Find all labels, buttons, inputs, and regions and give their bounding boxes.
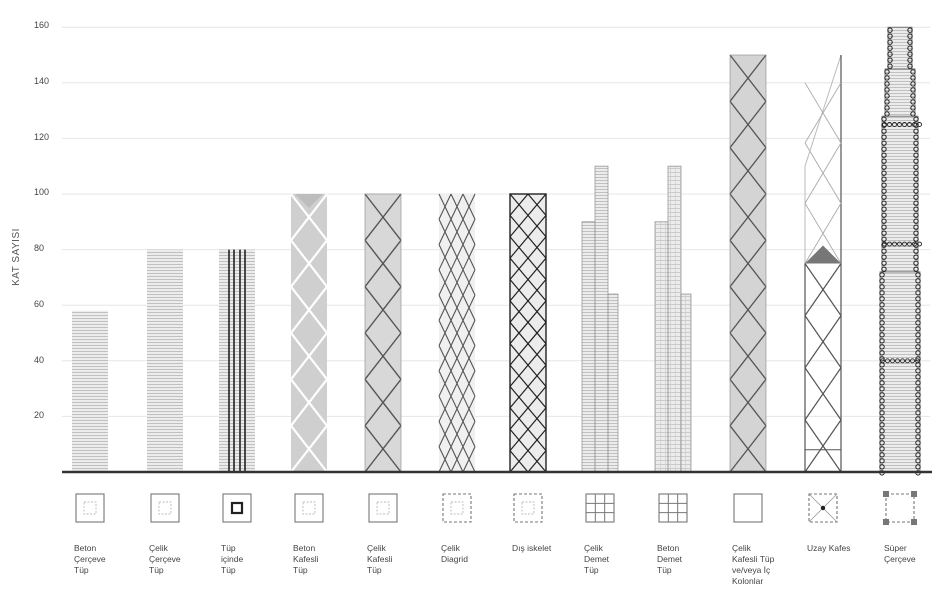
caption-line: Çelik — [367, 543, 386, 553]
caption-line: Çerçeve — [74, 554, 106, 564]
caption-beton-kafesli-tup: Beton Kafesli Tüp — [293, 543, 357, 576]
tower-celik-kafesli-tup-ic-kolonlar — [729, 54, 767, 473]
caption-tup-icinde-tup: Tüp içinde Tüp — [221, 543, 285, 576]
y-tick-40: 40 — [34, 355, 45, 365]
y-tick-140: 140 — [34, 76, 50, 86]
caption-beton-cerceve-tup: Beton Çerçeve Tüp — [74, 543, 138, 576]
caption-line: Çerçeve — [884, 554, 916, 564]
caption-line: Diagrid — [441, 554, 468, 564]
caption-line: Dış iskelet — [512, 543, 552, 553]
y-tick-100: 100 — [34, 187, 50, 197]
plan-uzay-kafes — [808, 493, 838, 523]
tower-tup-icinde-tup — [219, 249, 255, 472]
y-tick-120: 120 — [34, 132, 50, 142]
caption-line: Uzay Kafes — [807, 543, 851, 553]
caption-line: Tüp — [221, 543, 236, 553]
caption-line: Tüp — [149, 565, 164, 575]
plan-beton-cerceve-tup — [75, 493, 105, 523]
plan-super-cerceve — [883, 491, 917, 525]
tower-celik-demet-tup — [581, 165, 619, 473]
caption-line: Çelik — [732, 543, 751, 553]
caption-line: Kafesli — [367, 554, 393, 564]
caption-line: içinde — [221, 554, 244, 564]
caption-celik-kafesli-tup: Çelik Kafesli Tüp — [367, 543, 431, 576]
caption-super-cerceve: Süper Çerçeve — [884, 543, 937, 565]
plan-celik-diagrid — [442, 493, 472, 523]
caption-line: Beton — [657, 543, 680, 553]
tower-dis-iskelet — [509, 193, 547, 473]
caption-line: Tüp — [367, 565, 382, 575]
y-tick-60: 60 — [34, 299, 45, 309]
caption-line: Çerçeve — [149, 554, 181, 564]
y-tick-80: 80 — [34, 243, 45, 253]
tower-beton-kafesli-tup — [290, 193, 328, 473]
y-tick-160: 160 — [34, 20, 50, 30]
caption-line: Beton — [293, 543, 316, 553]
caption-line: Tüp — [221, 565, 236, 575]
plan-beton-kafesli-tup — [294, 493, 324, 523]
caption-line: Demet — [657, 554, 683, 564]
caption-beton-demet-tup: Beton Demet Tüp — [657, 543, 721, 576]
caption-celik-kafesli-tup-ic-kolonlar: Çelik Kafesli Tüp ve/veya İç Kolonlar — [732, 543, 796, 587]
caption-line: Kafesli — [293, 554, 319, 564]
plan-celik-kafesli-tup — [368, 493, 398, 523]
caption-line: Süper — [884, 543, 907, 553]
caption-line: Kolonlar — [732, 576, 764, 586]
caption-line: Demet — [584, 554, 610, 564]
tower-uzay-kafes — [804, 54, 842, 473]
caption-dis-iskelet: Dış iskelet — [512, 543, 576, 554]
caption-line: Tüp — [657, 565, 672, 575]
caption-line: Çelik — [441, 543, 460, 553]
tower-beton-cerceve-tup — [72, 310, 108, 472]
tower-celik-diagrid — [438, 193, 476, 473]
caption-line: Tüp — [293, 565, 308, 575]
plan-celik-kafesli-tup-ic-kolonlar — [733, 493, 763, 523]
plan-celik-cerceve-tup — [150, 493, 180, 523]
plan-dis-iskelet — [513, 493, 543, 523]
tower-super-cerceve — [879, 26, 922, 476]
plan-tup-icinde-tup — [222, 493, 252, 523]
caption-celik-diagrid: Çelik Diagrid — [441, 543, 505, 565]
tower-beton-demet-tup — [654, 165, 692, 473]
tower-celik-cerceve-tup — [147, 249, 183, 472]
caption-line: Beton — [74, 543, 97, 553]
y-tick-20: 20 — [34, 410, 45, 420]
caption-celik-cerceve-tup: Çelik Çerçeve Tüp — [149, 543, 213, 576]
caption-line: Tüp — [74, 565, 89, 575]
plan-beton-demet-tup — [658, 493, 688, 523]
caption-line: Çelik — [584, 543, 603, 553]
plan-celik-demet-tup — [585, 493, 615, 523]
caption-line: Kafesli Tüp — [732, 554, 775, 564]
caption-line: ve/veya İç — [732, 565, 771, 575]
caption-line: Tüp — [584, 565, 599, 575]
caption-uzay-kafes: Uzay Kafes — [807, 543, 871, 554]
tower-celik-kafesli-tup — [364, 193, 402, 473]
caption-line: Çelik — [149, 543, 168, 553]
caption-celik-demet-tup: Çelik Demet Tüp — [584, 543, 648, 576]
